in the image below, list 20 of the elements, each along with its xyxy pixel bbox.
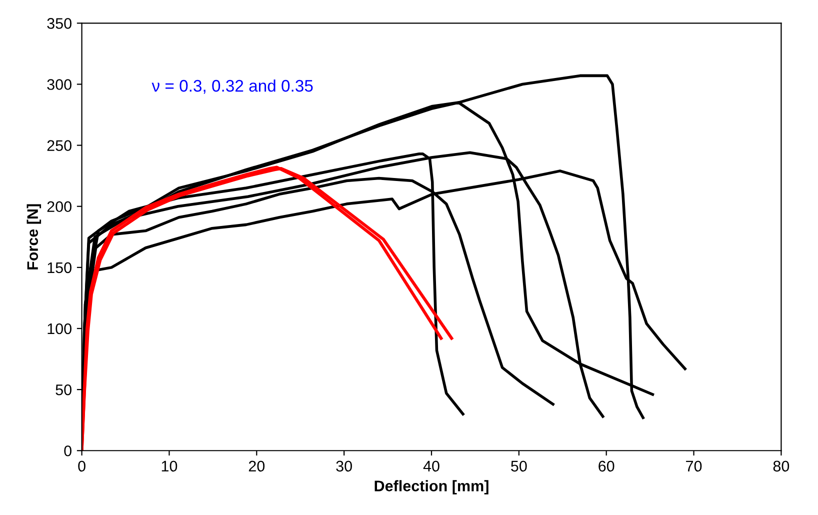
x-tick-label: 40 [423,460,440,472]
x-tick-label: 20 [248,460,265,472]
x-tick-label: 80 [773,460,790,472]
x-axis-title: Deflection [mm] [374,480,488,494]
x-tick-label: 50 [511,460,527,472]
x-tick-label: 0 [78,460,86,472]
y-tick-label: 150 [48,262,72,274]
y-tick-label: 50 [56,384,72,396]
y-tick-label: 300 [47,79,72,90]
y-tick-label: 0 [64,445,72,456]
annotation: ν = 0.3, 0.32 and 0.35 [152,79,313,94]
y-tick-label: 100 [48,323,72,334]
x-tick-label: 30 [336,460,352,472]
y-tick-label: 200 [47,201,72,212]
y-tick-label: 350 [47,18,72,29]
y-axis-title: Force [N] [26,204,42,270]
x-tick-label: 10 [162,460,178,472]
y-tick-label: 250 [47,140,72,151]
x-tick-label: 70 [686,460,702,472]
x-tick-label: 60 [598,460,614,472]
